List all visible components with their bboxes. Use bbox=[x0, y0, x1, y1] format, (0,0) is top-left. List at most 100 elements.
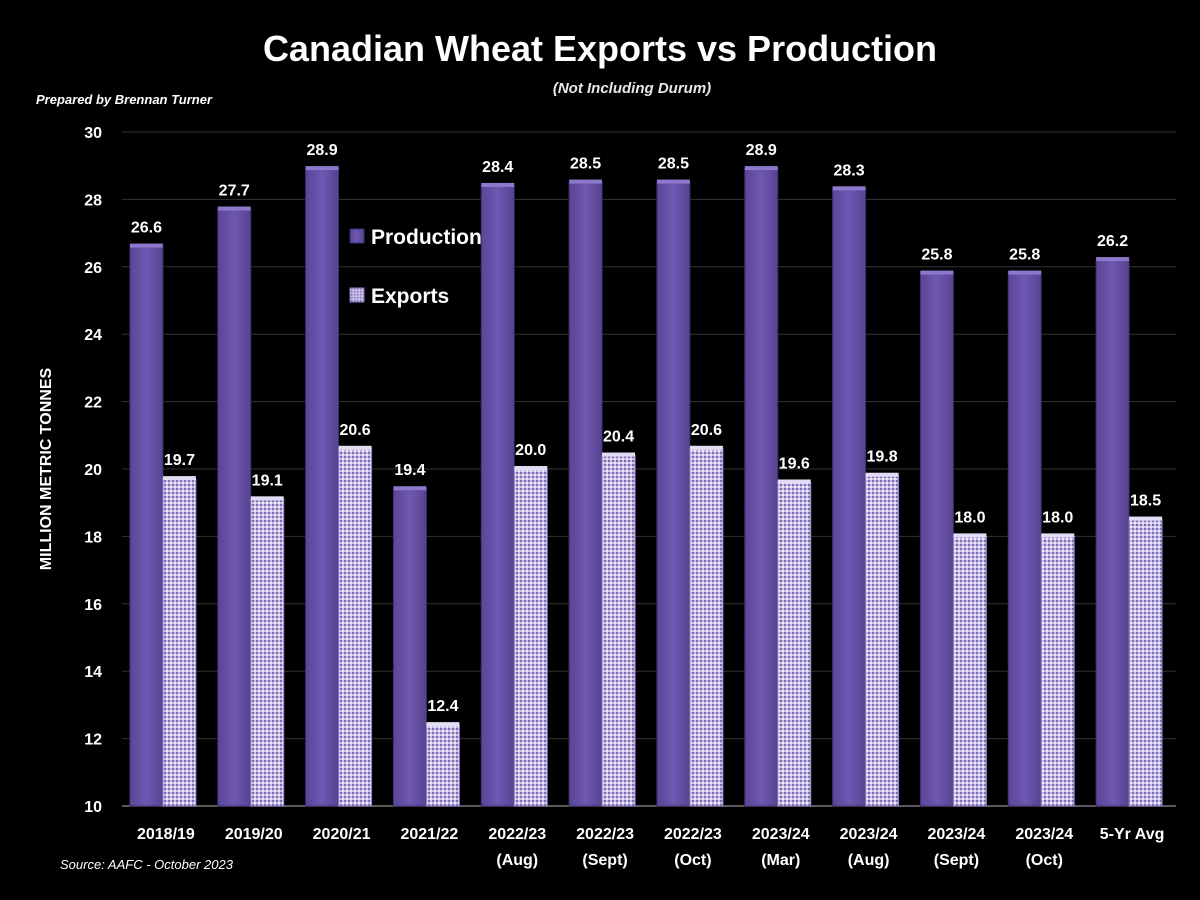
production-value-label: 26.2 bbox=[1097, 233, 1128, 250]
exports-value-label: 18.0 bbox=[954, 509, 985, 526]
exports-bar-cap bbox=[1041, 533, 1075, 538]
x-tick-label: (Sept) bbox=[582, 852, 627, 869]
y-tick-label: 24 bbox=[84, 327, 102, 344]
production-bar bbox=[1007, 273, 1042, 807]
production-bar-cap bbox=[1096, 257, 1130, 262]
exports-value-label: 12.4 bbox=[427, 698, 458, 715]
production-bar-cap bbox=[832, 186, 866, 191]
x-tick-label: 2020/21 bbox=[313, 826, 371, 843]
exports-bar bbox=[865, 475, 900, 807]
x-tick-label: 2018/19 bbox=[137, 826, 195, 843]
y-tick-label: 20 bbox=[84, 462, 102, 479]
y-tick-label: 30 bbox=[84, 125, 102, 142]
production-bar bbox=[832, 188, 867, 807]
x-tick-label: (Sept) bbox=[934, 852, 979, 869]
x-tick-label: 2021/22 bbox=[400, 826, 458, 843]
exports-bar-cap bbox=[953, 533, 987, 538]
exports-bar-cap bbox=[250, 496, 284, 501]
y-tick-label: 26 bbox=[84, 260, 102, 277]
y-tick-label: 14 bbox=[84, 664, 102, 681]
exports-value-label: 20.6 bbox=[340, 422, 371, 439]
production-value-label: 25.8 bbox=[1009, 247, 1040, 264]
y-tick-label: 10 bbox=[84, 799, 102, 816]
exports-bar bbox=[338, 448, 373, 807]
production-bar bbox=[919, 273, 954, 807]
y-tick-label: 28 bbox=[84, 192, 102, 209]
production-bar-cap bbox=[129, 243, 163, 248]
exports-bar bbox=[425, 724, 460, 807]
exports-bar bbox=[1040, 535, 1075, 807]
exports-value-label: 20.4 bbox=[603, 429, 634, 446]
production-value-label: 27.7 bbox=[219, 183, 250, 200]
production-value-label: 28.4 bbox=[482, 159, 513, 176]
exports-bar-cap bbox=[865, 472, 899, 477]
x-tick-label: 2023/24 bbox=[927, 826, 985, 843]
y-tick-label: 18 bbox=[84, 529, 102, 546]
y-tick-label: 12 bbox=[84, 732, 102, 749]
exports-value-label: 18.5 bbox=[1130, 493, 1161, 510]
production-value-label: 25.8 bbox=[921, 247, 952, 264]
y-tick-label: 22 bbox=[84, 395, 102, 412]
exports-bar bbox=[689, 448, 724, 807]
exports-bar-cap bbox=[777, 479, 811, 484]
x-tick-label: 5-Yr Avg bbox=[1100, 826, 1165, 843]
production-value-label: 28.3 bbox=[834, 162, 865, 179]
production-bar-cap bbox=[656, 179, 690, 184]
exports-value-label: 19.6 bbox=[779, 455, 810, 472]
exports-bar bbox=[777, 481, 812, 807]
production-bar-cap bbox=[569, 179, 603, 184]
production-bar-cap bbox=[305, 166, 339, 171]
exports-bar-cap bbox=[426, 722, 460, 727]
x-tick-label: (Oct) bbox=[674, 852, 711, 869]
production-bar bbox=[129, 246, 164, 807]
x-tick-label: 2022/23 bbox=[664, 826, 722, 843]
x-tick-label: (Mar) bbox=[761, 852, 800, 869]
production-value-label: 19.4 bbox=[394, 462, 425, 479]
x-tick-label: 2022/23 bbox=[488, 826, 546, 843]
production-bar bbox=[392, 488, 427, 807]
exports-value-label: 20.0 bbox=[515, 442, 546, 459]
production-bar-cap bbox=[1008, 270, 1042, 275]
legend-swatch-production bbox=[349, 228, 365, 244]
x-tick-label: 2023/24 bbox=[752, 826, 810, 843]
production-bar bbox=[480, 185, 515, 807]
production-bar-cap bbox=[920, 270, 954, 275]
gridlines bbox=[122, 131, 1176, 807]
exports-value-label: 19.7 bbox=[164, 452, 195, 469]
exports-value-label: 19.1 bbox=[252, 472, 283, 489]
exports-bar bbox=[601, 455, 636, 807]
prepared-by-note: Prepared by Brennan Turner bbox=[36, 92, 213, 107]
x-axis-ticks: 2018/19 2019/20 2020/21 2021/22 2022/23 (Aug)… bbox=[137, 826, 1164, 869]
exports-value-label: 20.6 bbox=[691, 422, 722, 439]
production-bar bbox=[656, 182, 691, 807]
production-bar bbox=[568, 182, 603, 807]
data-labels: 26.6 19.7 27.7 19.1 28.9 20.6 19.4 12.4 28.4 20.0… bbox=[131, 142, 1161, 715]
exports-value-label: 19.8 bbox=[867, 449, 898, 466]
production-value-label: 28.9 bbox=[746, 142, 777, 159]
exports-bar-cap bbox=[162, 476, 196, 481]
x-tick-label: 2023/24 bbox=[840, 826, 898, 843]
exports-bar-cap bbox=[1129, 516, 1163, 521]
legend: Production Exports bbox=[349, 226, 482, 308]
legend-label-exports: Exports bbox=[371, 285, 449, 308]
y-axis-label: MILLION METRIC TONNES bbox=[38, 367, 55, 570]
production-bar-cap bbox=[744, 166, 778, 171]
production-bar bbox=[217, 209, 252, 807]
x-tick-label: (Aug) bbox=[848, 852, 890, 869]
exports-bar bbox=[1128, 519, 1163, 807]
exports-bar bbox=[250, 498, 285, 807]
x-tick-label: (Aug) bbox=[496, 852, 538, 869]
x-tick-label: (Oct) bbox=[1026, 852, 1063, 869]
bars bbox=[129, 166, 1163, 807]
exports-bar-cap bbox=[338, 445, 372, 450]
exports-bar-cap bbox=[689, 445, 723, 450]
production-bar-cap bbox=[393, 486, 427, 491]
chart-subtitle: (Not Including Durum) bbox=[552, 80, 712, 97]
exports-bar bbox=[952, 535, 987, 807]
production-bar bbox=[305, 168, 340, 807]
exports-value-label: 18.0 bbox=[1042, 509, 1073, 526]
production-value-label: 28.5 bbox=[658, 156, 689, 173]
exports-bar bbox=[162, 478, 197, 807]
legend-label-production: Production bbox=[371, 226, 482, 249]
